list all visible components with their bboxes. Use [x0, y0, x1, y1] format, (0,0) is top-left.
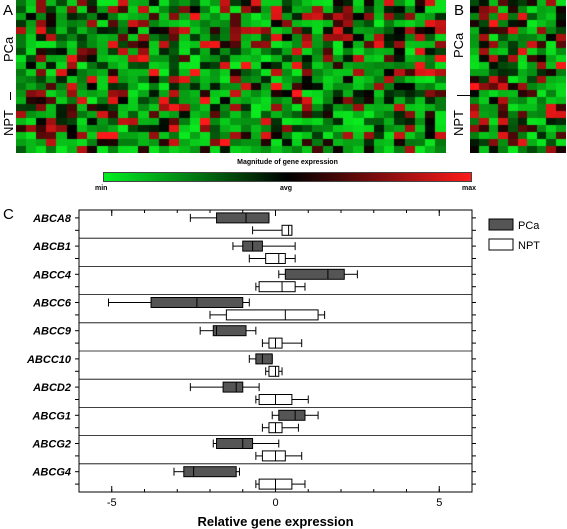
x-axis-title: Relative gene expression [197, 514, 353, 529]
panel-c-label: C [3, 206, 14, 223]
box-pca [284, 268, 345, 280]
legend-swatch-npt [488, 238, 514, 251]
heatmap-a-group-pca: PCa [1, 36, 16, 62]
gene-label: ABCG1 [31, 410, 71, 422]
box-pca [212, 325, 247, 337]
box-npt [261, 450, 286, 462]
box-npt [281, 224, 293, 236]
heatmap-a [16, 0, 446, 153]
panel-a-label: A [3, 2, 14, 19]
legend-label-npt: NPT [518, 240, 540, 252]
legend-title: Magnitude of gene expression [237, 159, 338, 166]
heatmap-b-canvas [470, 0, 566, 153]
gene-label: ABCC6 [32, 297, 72, 309]
box-pca [255, 353, 273, 365]
legend-avg-label: avg [280, 185, 293, 192]
gene-label: ABCG4 [31, 467, 71, 479]
gene-label: ABCD2 [32, 382, 71, 394]
heatmap-b-group-divider [457, 95, 471, 96]
heatmap-a-canvas [16, 0, 446, 153]
x-tick-label: -5 [107, 497, 117, 509]
gene-label: ABCC4 [32, 269, 71, 281]
box-npt [225, 309, 319, 321]
box-pca [216, 212, 270, 224]
legend-swatch-pca [488, 218, 514, 231]
gene-label: ABCA8 [32, 213, 72, 225]
color-scale-bar [103, 172, 472, 182]
panel-b-label: B [454, 2, 465, 19]
gene-label: ABCC9 [32, 326, 72, 338]
box-pca [278, 409, 306, 421]
box-npt [258, 281, 296, 293]
boxplot-chart: -5 0 5 Relative gene expression ABCA8 ABCB1 AB… [26, 209, 540, 529]
box-pca [216, 437, 254, 449]
legend-label-pca: PCa [518, 220, 540, 232]
box-npt [265, 253, 286, 265]
legend-min-label: min [95, 185, 108, 192]
heatmap-a-group-divider [10, 92, 11, 100]
legend-max-label: max [462, 185, 477, 192]
gene-label: ABCB1 [32, 241, 71, 253]
gene-label: ABCC10 [26, 354, 72, 366]
heatmap-b [470, 0, 566, 153]
box-pca [222, 381, 244, 393]
heatmap-b-group-pca: PCa [451, 32, 466, 58]
x-tick-label: 5 [436, 497, 442, 509]
gene-label: ABCG2 [31, 438, 71, 450]
heatmap-b-group-npt: NPT [451, 110, 466, 136]
x-tick-label: 0 [272, 497, 278, 509]
box-pca [183, 466, 237, 478]
heatmap-a-group-npt: NPT [1, 110, 16, 136]
box-npt [268, 365, 280, 377]
